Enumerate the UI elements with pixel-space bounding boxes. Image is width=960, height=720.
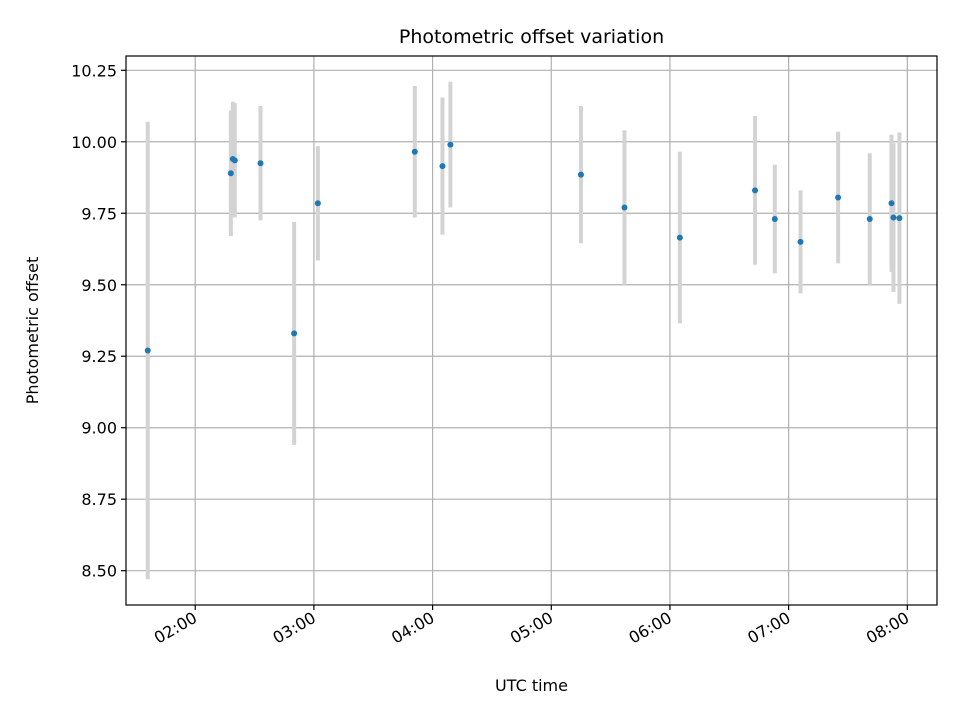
data-point <box>227 170 234 177</box>
data-point <box>231 157 238 164</box>
data-point <box>896 215 903 222</box>
data-point <box>621 204 628 211</box>
data-point <box>144 347 151 354</box>
x-axis-title: UTC time <box>495 676 568 695</box>
data-points <box>144 141 903 354</box>
data-point <box>411 148 418 155</box>
data-point <box>577 171 584 178</box>
data-point <box>890 214 897 221</box>
data-point <box>866 215 873 222</box>
data-point <box>797 238 804 245</box>
data-point <box>835 194 842 201</box>
data-point <box>771 215 778 222</box>
y-tick-label: 9.50 <box>81 276 117 295</box>
y-axis-title: Photometric offset <box>23 257 42 405</box>
data-point <box>447 141 454 148</box>
y-tick-label: 9.75 <box>81 204 117 223</box>
y-tick-label: 8.50 <box>81 562 117 581</box>
data-point <box>257 160 264 167</box>
data-point <box>291 330 298 337</box>
y-tick-label: 10.00 <box>71 133 117 152</box>
y-tick-label: 9.25 <box>81 347 117 366</box>
data-point <box>752 187 759 194</box>
data-point <box>676 234 683 241</box>
y-tick-label: 10.25 <box>71 61 117 80</box>
y-axis: 8.50 8.75 9.00 9.25 9.50 9.75 10.00 10.25 <box>71 61 126 581</box>
chart-title: Photometric offset variation <box>399 26 664 48</box>
data-point <box>314 200 321 207</box>
y-tick-label: 9.00 <box>81 419 117 438</box>
data-point <box>888 200 895 207</box>
data-point <box>439 163 446 170</box>
y-tick-label: 8.75 <box>81 490 117 509</box>
plot-frame <box>125 55 938 606</box>
